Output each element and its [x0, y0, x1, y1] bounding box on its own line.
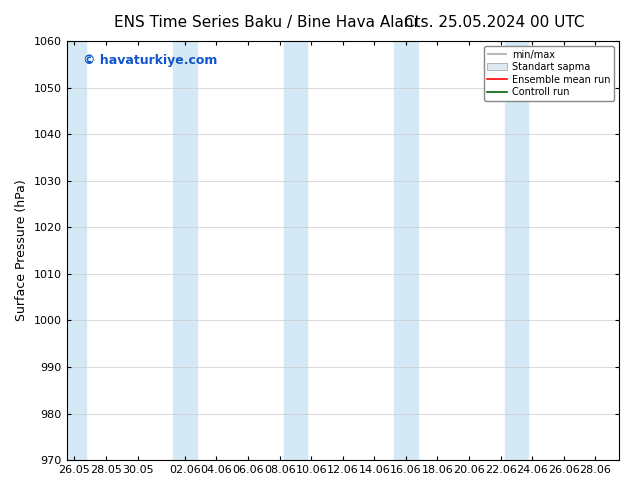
Bar	[505, 41, 528, 460]
Text: © havaturkiye.com: © havaturkiye.com	[83, 53, 217, 67]
Text: Cts. 25.05.2024 00 UTC: Cts. 25.05.2024 00 UTC	[404, 15, 585, 30]
Bar	[283, 41, 307, 460]
Legend: min/max, Standart sapma, Ensemble mean run, Controll run: min/max, Standart sapma, Ensemble mean r…	[484, 46, 614, 101]
Bar	[173, 41, 197, 460]
Y-axis label: Surface Pressure (hPa): Surface Pressure (hPa)	[15, 180, 28, 321]
Bar	[394, 41, 418, 460]
Text: ENS Time Series Baku / Bine Hava Alanı: ENS Time Series Baku / Bine Hava Alanı	[114, 15, 418, 30]
Bar	[63, 41, 86, 460]
